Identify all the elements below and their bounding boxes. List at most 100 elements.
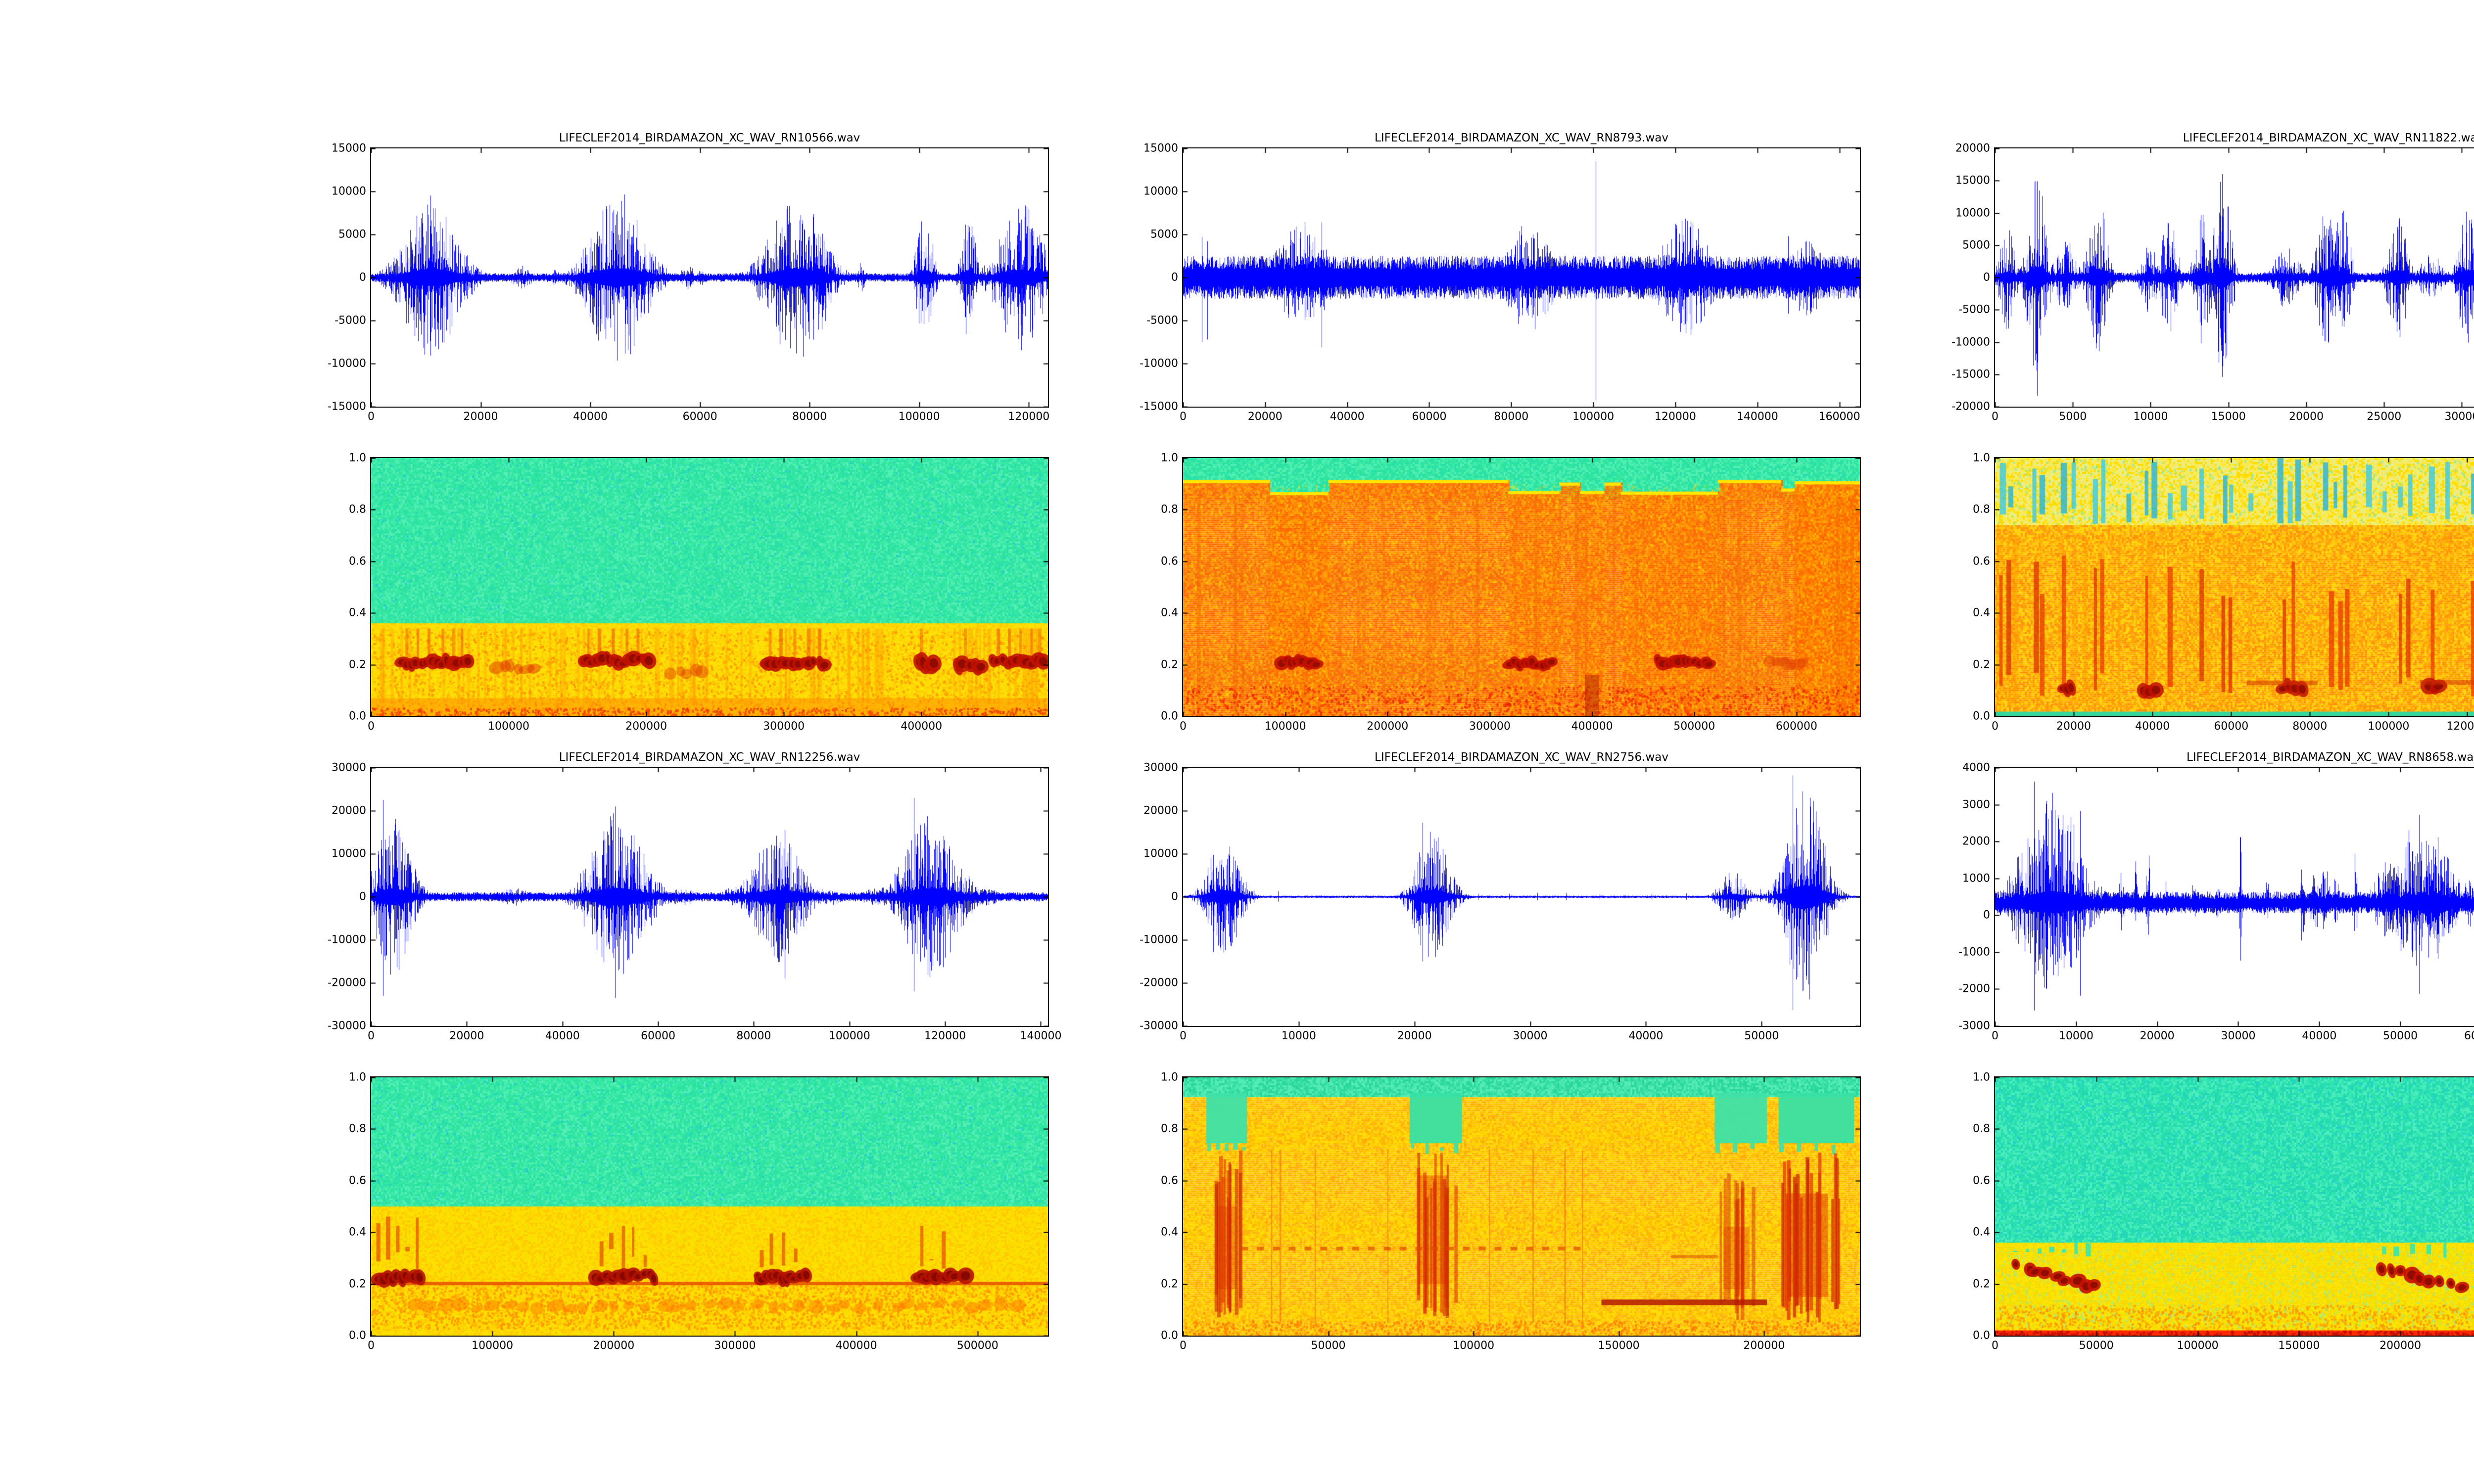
y-tick-label: 0.2 [1161, 1278, 1178, 1291]
x-tick-label: 200000 [1367, 720, 1409, 733]
x-tick-label: 20000 [449, 1030, 484, 1042]
y-tick-label: 15000 [1143, 142, 1178, 155]
y-tick-label: 0.0 [1161, 710, 1178, 723]
x-tick-label: 200000 [1743, 1340, 1785, 1352]
y-tick-label: 0.8 [349, 1122, 366, 1135]
y-tick-label: 3000 [1962, 798, 1990, 811]
subplot-waveform-rn10566: LIFECLEF2014_BIRDAMAZON_XC_WAV_RN10566.w… [328, 132, 1049, 423]
y-tick-label: -15000 [328, 400, 366, 413]
plot-title: LIFECLEF2014_BIRDAMAZON_XC_WAV_RN8793.wa… [1375, 132, 1668, 144]
x-tick-label: 300000 [714, 1340, 756, 1352]
spectrogram-canvas [371, 458, 1048, 716]
y-tick-label: 1000 [1962, 872, 1990, 885]
subplot-spectrogram-rn11822: 0200004000060000800001000001200001400001… [1973, 452, 2474, 733]
y-tick-label: -10000 [1140, 933, 1178, 946]
x-tick-label: 160000 [1818, 411, 1860, 423]
y-tick-label: -20000 [1140, 976, 1178, 989]
x-tick-label: 0 [1180, 720, 1187, 733]
x-tick-label: 150000 [2278, 1340, 2320, 1352]
subplot-spectrogram-rn2756: 0 50000 100000 150000 200000 0.0 0.2 0.4 0.6 0.8 1… [1161, 1071, 1861, 1352]
y-tick-label: 5000 [338, 228, 366, 241]
y-tick-label: -10000 [328, 357, 366, 370]
x-tick-label: 140000 [1020, 1030, 1062, 1042]
y-tick-label: -20000 [328, 976, 366, 989]
x-tick-label: 15000 [2211, 411, 2246, 423]
plot-title: LIFECLEF2014_BIRDAMAZON_XC_WAV_RN2756.wa… [1375, 751, 1668, 764]
x-tick-label: 300000 [763, 720, 805, 733]
subplot-spectrogram-rn12256: 0 100000 200000 300000 400000 500000 0.0 0.2 0.4… [349, 1071, 1049, 1352]
x-tick-label: 40000 [545, 1030, 580, 1042]
x-tick-label: 80000 [1494, 411, 1529, 423]
x-tick-label: 40000 [1330, 411, 1365, 423]
y-tick-label: 0.8 [349, 503, 366, 516]
y-tick-label: 0.4 [349, 1226, 366, 1239]
plot-title: LIFECLEF2014_BIRDAMAZON_XC_WAV_RN12256.w… [559, 751, 860, 764]
x-tick-label: 0 [1180, 1030, 1187, 1042]
x-tick-label: 50000 [1744, 1030, 1779, 1042]
waveform-canvas [1183, 768, 1860, 1026]
x-tick-label: 0 [1992, 720, 1998, 733]
y-tick-label: 10000 [332, 847, 366, 860]
spectrogram-canvas [1183, 1077, 1860, 1336]
x-tick-label: 5000 [2059, 411, 2087, 423]
x-tick-label: 100000 [828, 1030, 870, 1042]
x-tick-label: 0 [1180, 411, 1187, 423]
y-tick-label: -10000 [328, 933, 366, 946]
y-tick-label: 1.0 [1161, 452, 1178, 464]
waveform-canvas [1995, 148, 2474, 407]
y-tick-label: 0.0 [1973, 1329, 1990, 1342]
x-tick-label: 100000 [1572, 411, 1615, 423]
x-tick-label: 20000 [463, 411, 498, 423]
x-tick-label: 80000 [792, 411, 827, 423]
x-tick-label: 40000 [573, 411, 608, 423]
spectrogram-canvas [1995, 1077, 2474, 1336]
y-tick-label: 0.8 [1161, 503, 1178, 516]
x-tick-label: 500000 [956, 1340, 999, 1352]
x-tick-label: 600000 [1775, 720, 1817, 733]
y-tick-label: 0 [359, 271, 366, 284]
y-tick-label: -1000 [1958, 946, 1990, 959]
x-tick-label: 80000 [2292, 720, 2328, 733]
y-tick-label: -10000 [1951, 336, 1990, 348]
y-tick-label: 5000 [1962, 239, 1990, 252]
x-tick-label: 120000 [1008, 411, 1050, 423]
x-tick-label: 0 [1992, 1030, 1998, 1042]
x-tick-label: 50000 [1311, 1340, 1346, 1352]
y-tick-label: 1.0 [349, 1071, 366, 1084]
waveform-canvas [1183, 148, 1860, 407]
x-tick-label: 30000 [2221, 1030, 2256, 1042]
y-tick-label: 20000 [332, 804, 366, 817]
spectrogram-canvas [1995, 458, 2474, 716]
y-tick-label: 15000 [332, 142, 366, 155]
y-tick-label: 0.2 [1973, 658, 1990, 671]
y-tick-label: 1.0 [349, 452, 366, 464]
y-tick-label: 0.4 [349, 606, 366, 619]
y-tick-label: 0.8 [1973, 1122, 1990, 1135]
y-tick-label: -10000 [1140, 357, 1178, 370]
x-tick-label: 100000 [2177, 1340, 2219, 1352]
x-tick-label: 30000 [1513, 1030, 1548, 1042]
x-tick-label: 400000 [835, 1340, 877, 1352]
x-tick-label: 100000 [1264, 720, 1306, 733]
waveform-canvas [371, 148, 1048, 407]
y-tick-label: 0.2 [1161, 658, 1178, 671]
x-tick-label: 20000 [1247, 411, 1283, 423]
y-tick-label: 0.0 [1161, 1329, 1178, 1342]
y-tick-label: 30000 [332, 761, 366, 774]
y-tick-label: 10000 [1955, 207, 1990, 219]
subplot-waveform-rn11822: LIFECLEF2014_BIRDAMAZON_XC_WAV_RN11822.w… [1951, 132, 2474, 423]
x-tick-label: 140000 [1736, 411, 1778, 423]
y-tick-label: -2000 [1958, 982, 1990, 995]
y-tick-label: -30000 [1140, 1020, 1178, 1032]
y-tick-label: 0.2 [349, 658, 366, 671]
x-tick-label: 40000 [2135, 720, 2170, 733]
x-tick-label: 40000 [1628, 1030, 1664, 1042]
x-tick-label: 30000 [2444, 411, 2474, 423]
y-tick-label: 0.0 [349, 1329, 366, 1342]
subplot-spectrogram-rn8658: 0500001000001500002000002500003000000.00… [1973, 1071, 2474, 1352]
y-tick-label: 5000 [1150, 228, 1178, 241]
y-tick-label: -5000 [1958, 303, 1990, 316]
x-tick-label: 100000 [1453, 1340, 1495, 1352]
y-tick-label: 0.6 [1973, 1174, 1990, 1187]
y-tick-label: 0.8 [1161, 1122, 1178, 1135]
